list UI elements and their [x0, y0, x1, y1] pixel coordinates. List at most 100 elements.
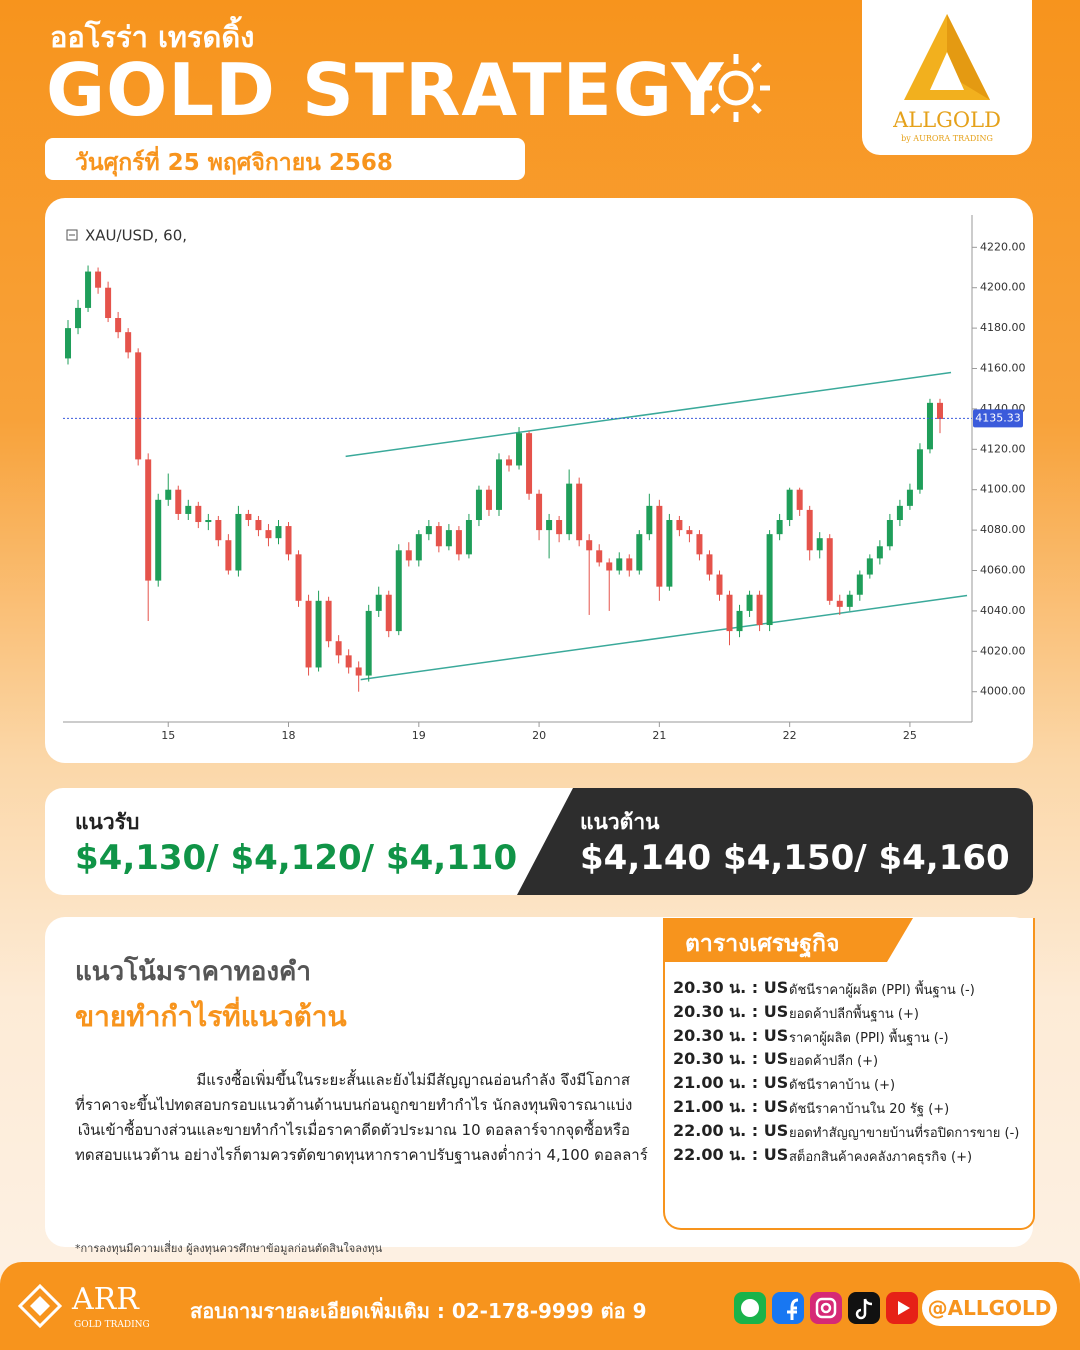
y-tick-label: 4040.00: [980, 604, 1026, 617]
candle-body: [866, 558, 873, 575]
candle-body: [716, 574, 723, 595]
candle-body: [385, 594, 392, 632]
calendar-row: 20.30 น. : US ยอดค้าปลีก (+): [665, 1047, 1033, 1069]
footer-logo-mark: [18, 1284, 62, 1328]
candle-body: [65, 328, 72, 359]
candle-body: [425, 526, 432, 535]
candle-body: [265, 530, 272, 539]
candle-body: [776, 520, 783, 535]
candle-body: [586, 540, 593, 551]
calendar-time: 21.00 น. : US: [673, 1097, 789, 1116]
y-tick-label: 4200.00: [980, 281, 1026, 294]
paragraph-line: ทดสอบแนวต้าน อย่างไรก็ตามควรตัดขาดทุนหาก…: [75, 1146, 648, 1164]
calendar-time: 20.30 น. : US: [673, 1049, 789, 1069]
paragraph-line: มีแรงซื้อเพิ่มขึ้นในระยะสั้นและยังไม่มีส…: [196, 1071, 630, 1089]
candle-body: [806, 509, 813, 551]
candle-body: [125, 332, 132, 353]
handle: @ALLGOLD: [927, 1296, 1052, 1320]
candle-body: [636, 534, 643, 571]
calendar-time: 22.00 น. : US: [673, 1120, 789, 1140]
analysis-signal: ขายทำกำไรที่แนวต้าน: [75, 1000, 347, 1033]
x-tick-label: 22: [783, 729, 797, 742]
candle-body: [85, 271, 92, 308]
candle-body: [255, 520, 262, 531]
contact: สอบถามรายละเอียดเพิ่มเติม : 02-178-9999 …: [190, 1299, 647, 1323]
y-tick-label: 4020.00: [980, 644, 1026, 657]
chart: XAU/USD, 60, 4000.00 4020.00 4040.00 4060.0…: [45, 198, 1033, 763]
calendar-box: ตารางเศรษฐกิจ 20.30 น. : US ดัชนีราคาผู้ผ…: [663, 918, 1035, 1230]
candle-body: [746, 594, 753, 611]
candle-body: [536, 493, 543, 531]
candle-body: [485, 489, 492, 510]
candle-body: [235, 513, 242, 571]
calendar-time: 20.30 น. : US: [673, 1001, 789, 1021]
candle-body: [435, 526, 442, 547]
y-tick-label: 4100.00: [980, 483, 1026, 496]
main-title: GOLD STRATEGY: [46, 48, 725, 132]
calendar-row: 21.00 น. : US ดัชนีราคาบ้านใน 20 รัฐ (+): [665, 1095, 1033, 1117]
candle-body: [756, 594, 763, 626]
candle-body: [596, 550, 603, 563]
candle-body: [395, 550, 402, 632]
y-tick-label: 4180.00: [980, 321, 1026, 334]
candle-body: [646, 505, 653, 535]
calendar-row: 22.00 น. : US ยอดทำสัญญาขายบ้านที่รอปิดกา…: [665, 1119, 1033, 1141]
candle-body: [506, 459, 513, 466]
candle-body: [676, 520, 683, 531]
instagram-icon[interactable]: [810, 1292, 842, 1324]
candle-body: [566, 483, 573, 535]
calendar-event: ดัชนีราคาบ้าน (+): [789, 1078, 896, 1094]
levels-card: แนวรับ $4,130/ $4,120/ $4,110 แนวต้าน $4…: [45, 788, 1033, 895]
y-tick-label: 4060.00: [980, 564, 1026, 577]
candle-body: [335, 641, 342, 656]
candle-body: [305, 600, 312, 668]
calendar-event: ดัชนีราคาบ้านใน 20 รัฐ (+): [789, 1102, 950, 1117]
candle-body: [786, 489, 793, 521]
candle-body: [405, 550, 412, 561]
support-title: แนวรับ: [75, 810, 140, 834]
candle-body: [516, 433, 523, 466]
facebook-icon[interactable]: [772, 1292, 804, 1324]
candle-body: [275, 526, 282, 539]
brand: ออโรร่า เทรดดิ้ง: [50, 20, 255, 54]
candle-body: [896, 505, 903, 521]
logo-card: ALLGOLD by AURORA TRADING: [862, 0, 1032, 155]
paragraph-line: ที่ราคาจะขึ้นไปทดสอบกรอบแนวต้านด้านบนก่อ…: [75, 1096, 633, 1114]
candle-body: [75, 307, 82, 329]
candle-body: [816, 538, 823, 551]
candle-body: [826, 538, 833, 601]
calendar-row: 20.30 น. : US ราคาผู้ผลิต (PPI) พื้นฐาน (…: [665, 1024, 1033, 1046]
chart-card: [45, 198, 1033, 763]
candle-body: [345, 655, 352, 668]
candle-body: [576, 483, 583, 541]
candle-body: [95, 271, 102, 288]
x-tick-label: 21: [652, 729, 666, 742]
footer-brand: ARR: [72, 1282, 139, 1317]
collapse-icon: [66, 229, 78, 241]
candle-body: [656, 505, 663, 587]
calendar-row: 21.00 น. : US ดัชนีราคาบ้าน (+): [665, 1071, 1033, 1093]
candle-body: [295, 554, 302, 601]
candle-body: [205, 520, 212, 523]
date: วันศุกร์ที่ 25 พฤศจิกายน 2568: [75, 150, 393, 176]
resistance-levels: $4,140 $4,150/ $4,160: [580, 838, 1010, 878]
analysis-title: แนวโน้มราคาทองคำ: [75, 957, 312, 987]
candle-body: [556, 520, 563, 535]
symbol: XAU/USD, 60,: [85, 227, 187, 245]
x-tick-label: 15: [161, 729, 175, 742]
candle-body: [766, 534, 773, 626]
calendar-row: 20.30 น. : US ดัชนีราคาผู้ผลิต (PPI) พื้น…: [665, 976, 1033, 998]
calendar-event: ดัชนีราคาผู้ผลิต (PPI) พื้นฐาน (-): [789, 983, 975, 998]
calendar-time: 22.00 น. : US: [673, 1144, 789, 1164]
candle-body: [526, 433, 533, 494]
calendar-title: ตารางเศรษฐกิจ: [685, 931, 840, 957]
candle-body: [315, 600, 322, 668]
candle-body: [185, 505, 192, 514]
candle-body: [836, 600, 843, 607]
handle-pill[interactable]: @ALLGOLD: [922, 1290, 1057, 1326]
x-tick-label: 20: [532, 729, 546, 742]
resistance-title: แนวต้าน: [580, 810, 660, 834]
last-price-label: 4135.33: [975, 411, 1021, 424]
candle-body: [616, 558, 623, 571]
candle-body: [225, 540, 232, 571]
